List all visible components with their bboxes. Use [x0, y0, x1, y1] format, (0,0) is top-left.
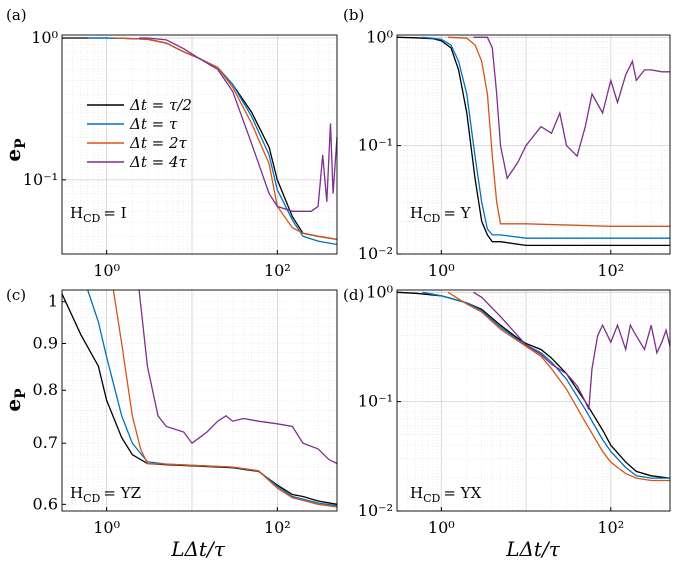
series-line-0 — [396, 36, 670, 247]
y-tick-label: 10⁻¹ — [358, 136, 393, 155]
annotation-value: = YX — [443, 484, 481, 502]
y-tick-label: 10⁰ — [31, 28, 58, 47]
legend-label-3: Δt = 4τ — [129, 153, 188, 171]
x-tick-label: 10² — [264, 261, 291, 280]
legend-label-1: Δt = τ — [129, 115, 178, 133]
panel-tag: (b) — [343, 6, 364, 24]
hamiltonian-annotation: HCD = YX — [410, 484, 482, 505]
axes-frame — [61, 34, 338, 255]
annotation-sub: CD — [83, 212, 100, 225]
series-line-3 — [473, 36, 670, 180]
y-tick-label: 1 — [48, 292, 58, 311]
y-tick-label: 10⁻¹ — [23, 170, 58, 189]
panel-tag: (a) — [6, 6, 27, 24]
y-tick-label: 10⁻¹ — [358, 392, 393, 411]
x-tick-label: 10⁰ — [428, 261, 455, 280]
series-line-2 — [113, 37, 338, 241]
hamiltonian-annotation: HCD = Y — [410, 204, 472, 225]
annotation-value: = I — [103, 204, 126, 222]
series-line-3 — [138, 289, 338, 465]
plot-area — [397, 290, 670, 511]
x-tick-label: 10² — [264, 518, 291, 537]
annotation-main: H — [70, 204, 83, 222]
annotation-sub: CD — [83, 492, 100, 505]
series-line-3 — [473, 291, 671, 410]
series-line-2 — [112, 289, 338, 508]
annotation-main: H — [410, 484, 423, 502]
hamiltonian-annotation: HCD = YZ — [70, 484, 141, 505]
annotation-value: = Y — [443, 204, 471, 222]
annotation-main: H — [70, 484, 83, 502]
annotation-sub: CD — [423, 492, 440, 505]
x-tick-label: 10² — [597, 261, 624, 280]
y-tick-label: 10⁻² — [358, 244, 393, 263]
series-line-2 — [447, 291, 670, 482]
axes-frame — [61, 289, 338, 512]
x-axis-label-left: LΔt/τ — [170, 537, 226, 561]
annotation-value: = YZ — [103, 484, 141, 502]
y-axis-label-top: eP — [1, 138, 29, 162]
series-line-1 — [422, 36, 670, 239]
grid — [61, 35, 338, 255]
panel-tag: (d) — [343, 286, 364, 304]
y-tick-label: 10⁻² — [358, 501, 393, 520]
series-line-2 — [447, 36, 670, 227]
y-tick-label: 10⁰ — [366, 27, 393, 46]
annotation-sub: CD — [423, 212, 440, 225]
axes-frame — [396, 34, 671, 255]
axes-frame — [396, 289, 671, 512]
panel-2: 10⁰ 10² 0.6 0.7 0.8 0.9 1 (c) HCD = YZ — [6, 286, 338, 537]
x-tick-label: 10⁰ — [428, 518, 455, 537]
legend-label-2: Δt = 2τ — [129, 134, 188, 152]
plot-area — [62, 290, 337, 511]
x-tick-label: 10² — [597, 518, 624, 537]
x-tick-label: 10⁰ — [93, 261, 120, 280]
series-line-3 — [139, 37, 338, 212]
y-axis-label-bottom: eP — [1, 388, 29, 412]
y-tick-label: 0.9 — [33, 334, 58, 353]
hamiltonian-annotation: HCD = I — [70, 204, 127, 225]
plot-area — [397, 35, 670, 254]
series-line-1 — [422, 291, 670, 479]
y-tick-label: 0.8 — [33, 380, 58, 399]
panel-tag: (c) — [6, 286, 26, 304]
x-axis-label-right: LΔt/τ — [505, 537, 561, 561]
legend-label-0: Δt = τ/2 — [129, 96, 192, 114]
y-tick-label: 0.6 — [33, 494, 58, 513]
y-tick-label: 0.7 — [33, 433, 58, 452]
y-tick-label: 10⁰ — [366, 282, 393, 301]
annotation-main: H — [410, 204, 423, 222]
x-tick-label: 10⁰ — [93, 518, 120, 537]
